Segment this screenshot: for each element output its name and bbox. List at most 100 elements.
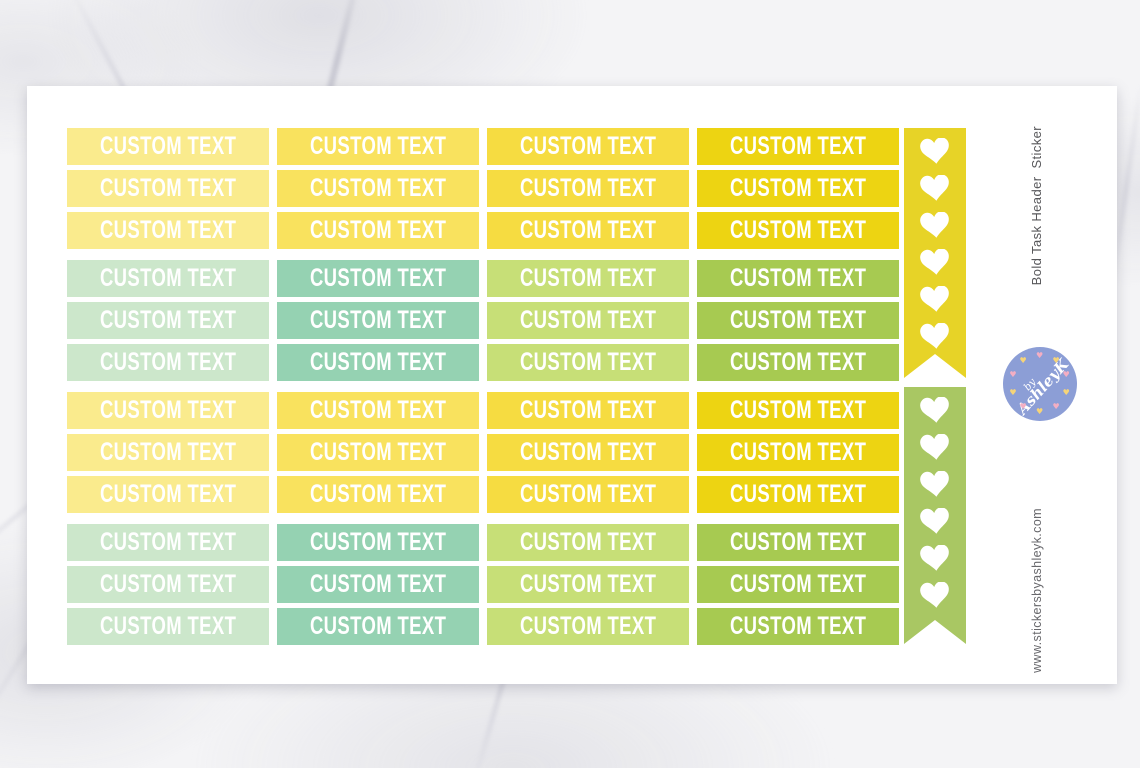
sticker-label: CUSTOM TEXT [309, 612, 447, 640]
tiny-heart-icon: ♥ [1052, 401, 1060, 411]
tiny-heart-icon: ♥ [1062, 370, 1070, 380]
sticker-label: CUSTOM TEXT [519, 216, 657, 244]
custom-text-sticker: CUSTOM TEXT [67, 344, 269, 381]
custom-text-sticker: CUSTOM TEXT [697, 434, 899, 471]
sticker-label: CUSTOM TEXT [99, 216, 237, 244]
custom-text-sticker: CUSTOM TEXT [697, 170, 899, 207]
heart-icon [920, 471, 950, 497]
custom-text-sticker: CUSTOM TEXT [487, 212, 689, 249]
sticker-label: CUSTOM TEXT [99, 570, 237, 598]
sticker-label: CUSTOM TEXT [99, 174, 237, 202]
sticker-label: CUSTOM TEXT [99, 480, 237, 508]
heart-icon [920, 582, 950, 608]
sticker-label: CUSTOM TEXT [309, 264, 447, 292]
sticker-label: CUSTOM TEXT [99, 438, 237, 466]
sticker-label: CUSTOM TEXT [309, 528, 447, 556]
custom-text-sticker: CUSTOM TEXT [277, 170, 479, 207]
yellow-heart-checklist-flag [904, 128, 966, 378]
sticker-label: CUSTOM TEXT [519, 570, 657, 598]
tiny-heart-icon: ♥ [1052, 356, 1060, 366]
custom-text-sticker: CUSTOM TEXT [697, 392, 899, 429]
sticker-label: CUSTOM TEXT [99, 264, 237, 292]
sticker-label: CUSTOM TEXT [99, 612, 237, 640]
sticker-label: CUSTOM TEXT [519, 528, 657, 556]
custom-text-sticker: CUSTOM TEXT [67, 302, 269, 339]
custom-text-sticker: CUSTOM TEXT [697, 260, 899, 297]
sticker-label: CUSTOM TEXT [309, 348, 447, 376]
sticker-label: CUSTOM TEXT [99, 306, 237, 334]
sticker-label: CUSTOM TEXT [519, 348, 657, 376]
sticker-label: CUSTOM TEXT [519, 174, 657, 202]
sticker-label: CUSTOM TEXT [729, 174, 867, 202]
sticker-label: CUSTOM TEXT [519, 480, 657, 508]
sticker-label: CUSTOM TEXT [309, 480, 447, 508]
custom-text-sticker: CUSTOM TEXT [277, 524, 479, 561]
sticker-label: CUSTOM TEXT [309, 132, 447, 160]
custom-text-sticker: CUSTOM TEXT [697, 566, 899, 603]
custom-text-sticker: CUSTOM TEXT [67, 212, 269, 249]
sticker-label: CUSTOM TEXT [519, 264, 657, 292]
custom-text-sticker: CUSTOM TEXT [487, 170, 689, 207]
sticker-label: CUSTOM TEXT [309, 306, 447, 334]
custom-text-sticker: CUSTOM TEXT [487, 260, 689, 297]
custom-text-sticker: CUSTOM TEXT [67, 170, 269, 207]
custom-text-sticker: CUSTOM TEXT [697, 524, 899, 561]
sticker-label: CUSTOM TEXT [99, 396, 237, 424]
heart-icon [920, 545, 950, 571]
custom-text-sticker: CUSTOM TEXT [277, 392, 479, 429]
custom-text-sticker: CUSTOM TEXT [487, 608, 689, 645]
product-title-label: Bold Task Header Sticker [1029, 126, 1044, 286]
sticker-label: CUSTOM TEXT [729, 570, 867, 598]
custom-text-sticker: CUSTOM TEXT [487, 344, 689, 381]
sticker-label: CUSTOM TEXT [99, 528, 237, 556]
tiny-heart-icon: ♥ [1036, 407, 1044, 416]
sticker-label: CUSTOM TEXT [519, 132, 657, 160]
custom-text-sticker: CUSTOM TEXT [697, 344, 899, 381]
custom-text-sticker: CUSTOM TEXT [277, 128, 479, 165]
heart-icon [920, 138, 950, 164]
custom-text-sticker: CUSTOM TEXT [697, 212, 899, 249]
sticker-label: CUSTOM TEXT [729, 438, 867, 466]
custom-text-sticker: CUSTOM TEXT [277, 434, 479, 471]
custom-text-sticker: CUSTOM TEXT [277, 260, 479, 297]
custom-text-sticker: CUSTOM TEXT [67, 524, 269, 561]
custom-text-sticker: CUSTOM TEXT [67, 128, 269, 165]
custom-text-sticker: CUSTOM TEXT [697, 128, 899, 165]
tiny-heart-icon: ♥ [1062, 387, 1070, 397]
custom-text-sticker: CUSTOM TEXT [277, 344, 479, 381]
sticker-label: CUSTOM TEXT [519, 396, 657, 424]
custom-text-sticker: CUSTOM TEXT [487, 524, 689, 561]
sticker-label: CUSTOM TEXT [99, 132, 237, 160]
tiny-heart-icon: ♥ [1019, 356, 1027, 366]
custom-text-sticker: CUSTOM TEXT [67, 392, 269, 429]
custom-text-sticker: CUSTOM TEXT [277, 476, 479, 513]
sticker-label: CUSTOM TEXT [519, 306, 657, 334]
custom-text-sticker: CUSTOM TEXT [277, 566, 479, 603]
sticker-label: CUSTOM TEXT [729, 216, 867, 244]
custom-text-sticker: CUSTOM TEXT [487, 566, 689, 603]
heart-icon [920, 212, 950, 238]
sticker-sheet: CUSTOM TEXT CUSTOM TEXT CUSTOM TEXT CUSTOM … [27, 86, 1117, 684]
custom-text-sticker: CUSTOM TEXT [67, 434, 269, 471]
green-heart-checklist-flag [904, 387, 966, 644]
sticker-label: CUSTOM TEXT [729, 528, 867, 556]
tiny-heart-icon: ♥ [1036, 351, 1044, 360]
custom-text-sticker: CUSTOM TEXT [67, 566, 269, 603]
brand-logo: by AshleyK ♥ ♥ ♥ ♥ ♥ ♥ ♥ ♥ ♥ ♥ [1003, 347, 1077, 421]
sticker-label: CUSTOM TEXT [519, 612, 657, 640]
custom-text-sticker: CUSTOM TEXT [277, 302, 479, 339]
custom-text-sticker: CUSTOM TEXT [67, 476, 269, 513]
custom-text-sticker: CUSTOM TEXT [697, 608, 899, 645]
sticker-label: CUSTOM TEXT [309, 438, 447, 466]
website-url-label: www.stickersbyashleyk.com [1030, 508, 1044, 673]
heart-icon [920, 323, 950, 349]
custom-text-sticker: CUSTOM TEXT [277, 608, 479, 645]
custom-text-sticker: CUSTOM TEXT [697, 476, 899, 513]
custom-text-sticker: CUSTOM TEXT [277, 212, 479, 249]
tiny-heart-icon: ♥ [1009, 370, 1017, 380]
custom-text-sticker: CUSTOM TEXT [487, 128, 689, 165]
custom-text-sticker: CUSTOM TEXT [67, 260, 269, 297]
sticker-label: CUSTOM TEXT [519, 438, 657, 466]
custom-text-sticker: CUSTOM TEXT [487, 476, 689, 513]
